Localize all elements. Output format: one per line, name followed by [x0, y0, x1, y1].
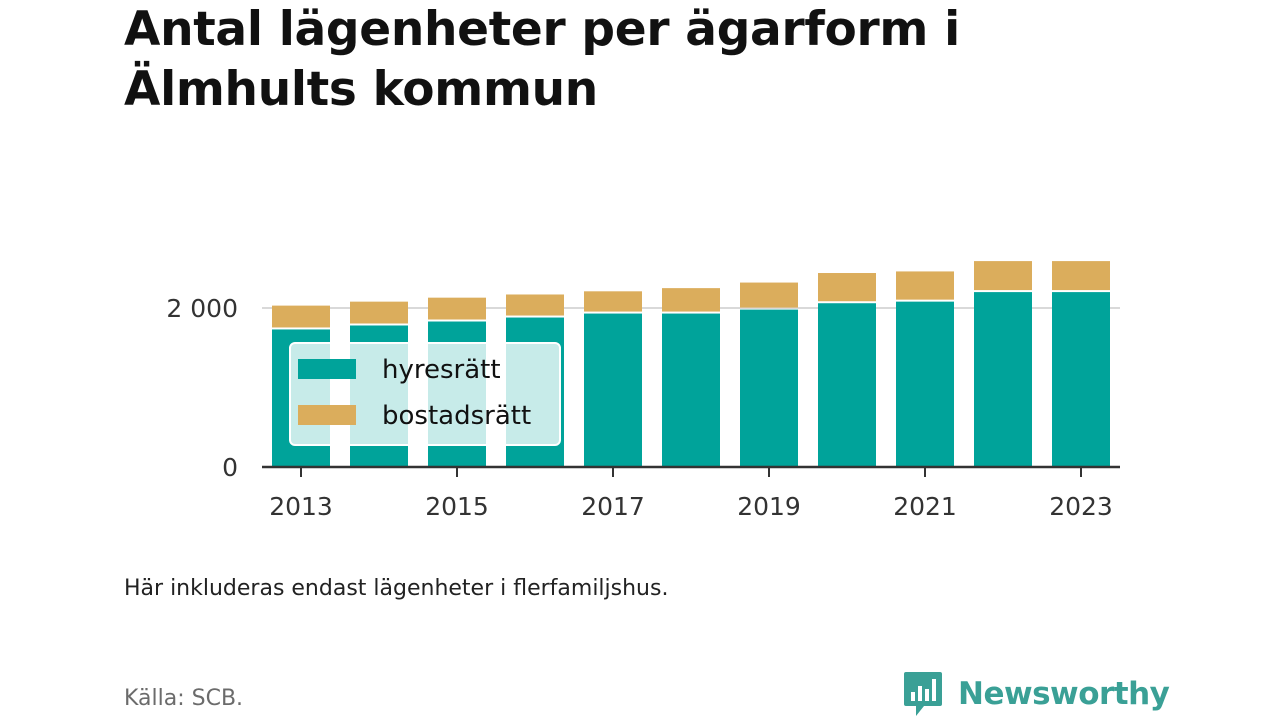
x-tick-label: 2013 — [269, 492, 333, 521]
bar-bostadsratt-2020 — [818, 273, 876, 302]
x-tick-label: 2017 — [581, 492, 645, 521]
bar-hyresratt-2021 — [896, 301, 954, 467]
bar-bostadsratt-2017 — [584, 291, 642, 312]
bar-hyresratt-2022 — [974, 292, 1032, 467]
newsworthy-bar-chart-icon — [904, 672, 942, 716]
y-tick-label: 2 000 — [166, 294, 238, 323]
legend-box — [289, 342, 561, 446]
source-label: Källa: SCB. — [124, 686, 244, 711]
chart-note: Här inkluderas endast lägenheter i flerf… — [124, 576, 669, 601]
newsworthy-logo[interactable]: Newsworthy — [902, 670, 1170, 718]
bar-bostadsratt-2022 — [974, 261, 1032, 291]
legend: hyresrätt bostadsrätt — [289, 342, 561, 446]
bar-hyresratt-2020 — [818, 303, 876, 467]
legend-swatch — [298, 405, 356, 425]
bar-bostadsratt-2014 — [350, 301, 408, 324]
bar-hyresratt-2019 — [740, 309, 798, 467]
bar-bostadsratt-2013 — [272, 305, 330, 328]
legend-swatch — [298, 359, 356, 379]
bar-chart: 0 2 000 2013 2015 2017 2019 2021 2023 hyresrätt… — [166, 261, 1120, 521]
legend-label: bostadsrätt — [382, 401, 531, 431]
x-tick-label: 2023 — [1049, 492, 1113, 521]
bar-bostadsratt-2015 — [428, 297, 486, 320]
x-tick-label: 2021 — [893, 492, 957, 521]
bar-bostadsratt-2023 — [1052, 261, 1110, 291]
axes: 0 2 000 2013 2015 2017 2019 2021 2023 — [166, 294, 1120, 521]
y-tick-label: 0 — [222, 453, 238, 482]
legend-label: hyresrätt — [382, 355, 501, 385]
logo-text: Newsworthy — [958, 676, 1170, 712]
bar-hyresratt-2017 — [584, 313, 642, 467]
x-tick-label: 2019 — [737, 492, 801, 521]
x-tick-label: 2015 — [425, 492, 489, 521]
bar-bostadsratt-2021 — [896, 271, 954, 300]
chart-title: Antal lägenheter per ägarform i Älmhults… — [124, 2, 960, 117]
bar-bostadsratt-2016 — [506, 294, 564, 316]
bar-bostadsratt-2019 — [740, 282, 798, 308]
bar-bostadsratt-2018 — [662, 288, 720, 312]
bar-hyresratt-2018 — [662, 313, 720, 467]
bar-hyresratt-2023 — [1052, 292, 1110, 467]
